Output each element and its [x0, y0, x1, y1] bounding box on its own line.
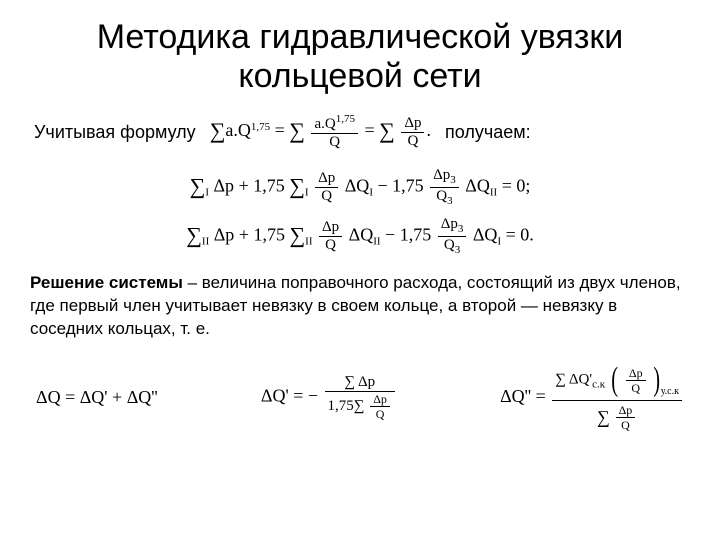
formula-dQprime: ΔQ' = − ∑ Δp 1,75∑ Δp Q	[261, 375, 397, 420]
formula-top: ∑a.Q1,75 = ∑ a.Q1,75 Q = ∑ Δp Q .	[210, 114, 431, 150]
paragraph: Решение системы – величина поправочного …	[30, 272, 690, 341]
lead-text: Учитывая формулу	[34, 122, 196, 143]
bottom-formulas: ΔQ = ΔQ' + ΔQ'' ΔQ' = − ∑ Δp 1,75∑ Δp Q …	[30, 365, 690, 431]
page-title: Методика гидравлической увязки кольцевой…	[30, 18, 690, 96]
para-bold: Решение системы	[30, 273, 183, 292]
formula-mid-1: ∑I Δp + 1,75 ∑I Δp Q ΔQI − 1,75 Δp3 Q3 Δ…	[30, 168, 690, 207]
row-lead-formula: Учитывая формулу ∑a.Q1,75 = ∑ a.Q1,75 Q …	[34, 114, 690, 150]
formula-dQ: ΔQ = ΔQ' + ΔQ''	[36, 387, 158, 408]
formula-dQdoubleprime: ΔQ'' = ∑ ΔQ'с.к ( Δp Q )у.с.к ∑ Δp Q	[500, 365, 684, 431]
formula-mid-2: ∑II Δp + 1,75 ∑II Δp Q ΔQII − 1,75 Δp3 Q…	[30, 217, 690, 256]
trail-text: получаем:	[445, 122, 531, 143]
